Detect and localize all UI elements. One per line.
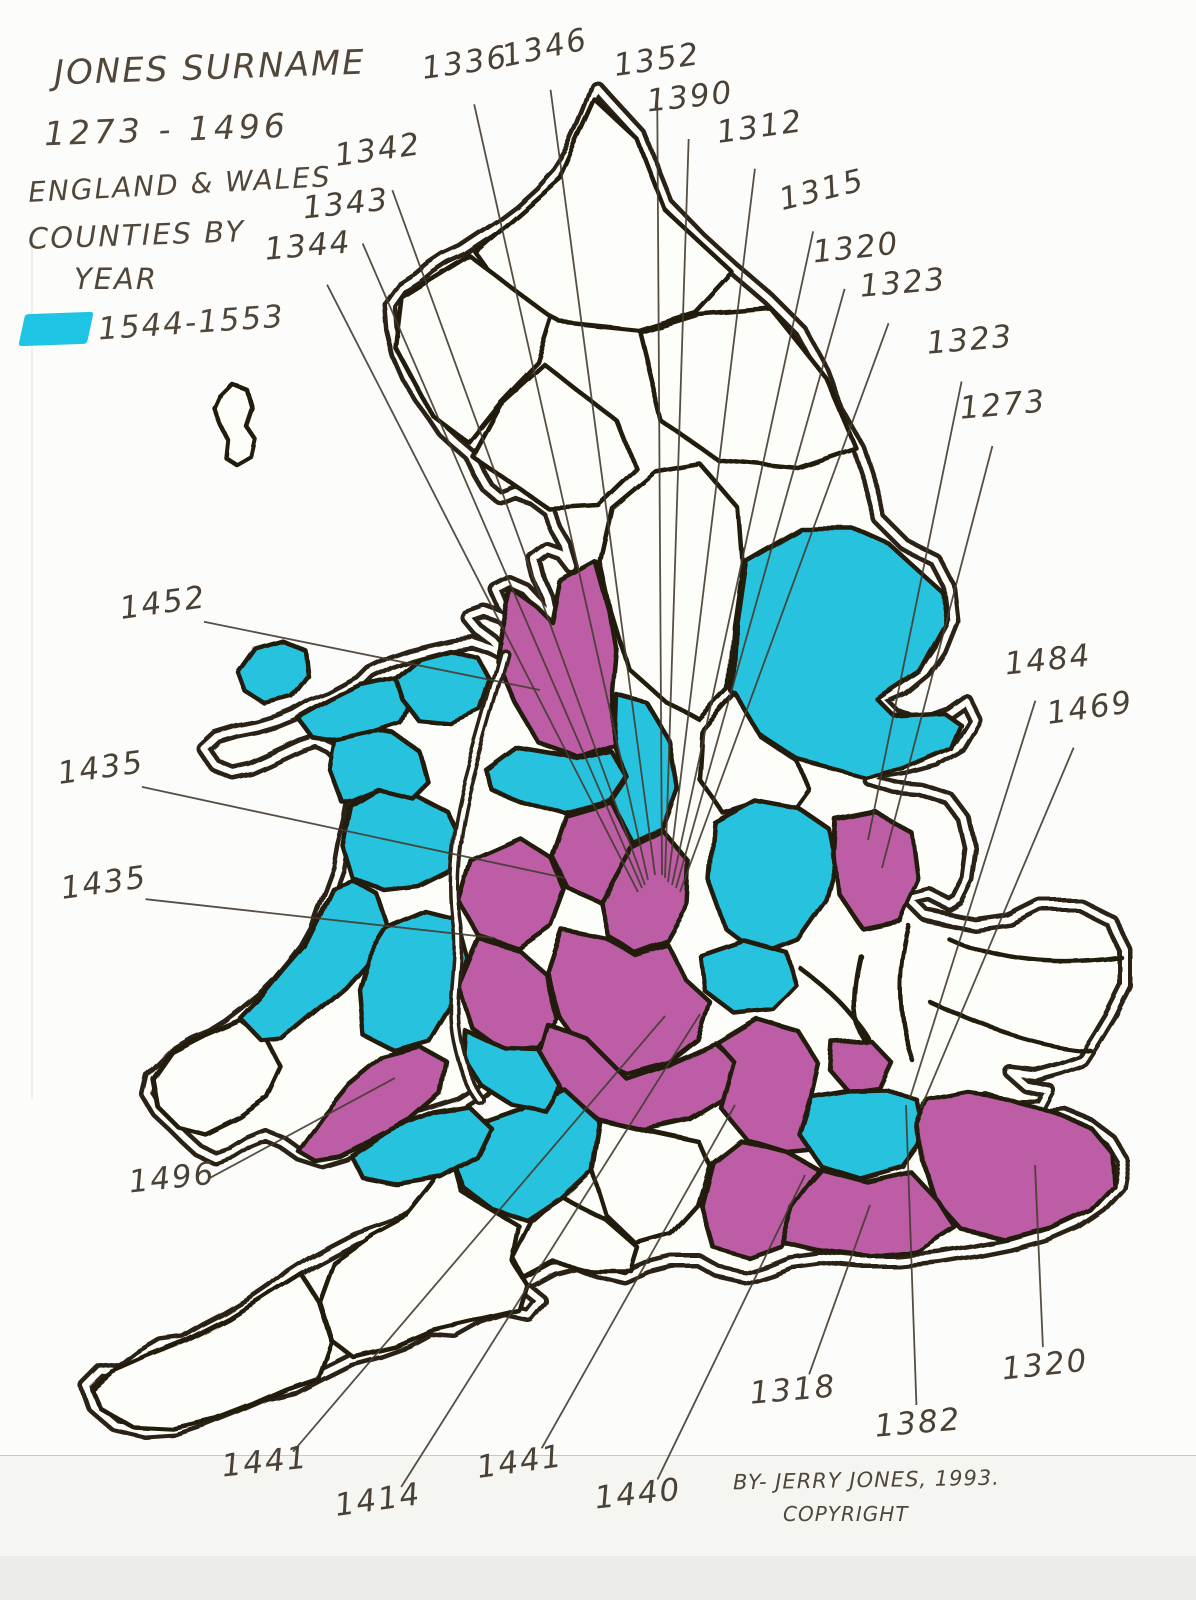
county-warwick <box>598 829 692 955</box>
leader-line <box>540 1104 736 1449</box>
year-label: 1382 <box>873 1401 963 1445</box>
legend-color-swatch <box>18 311 94 347</box>
county-brecon <box>355 908 470 1054</box>
leader-line <box>473 104 649 881</box>
county-devon <box>316 1153 530 1360</box>
county-leicester <box>706 797 839 958</box>
attribution-copyright: COPYRIGHT <box>783 1502 909 1526</box>
leader-line-layer <box>141 89 1075 1488</box>
leader-line <box>671 231 815 886</box>
county-westmorland <box>469 361 639 511</box>
leader-line <box>145 898 496 939</box>
leader-line <box>808 1204 871 1375</box>
county-cornwall <box>88 1271 334 1432</box>
leader-line <box>656 1174 806 1480</box>
county-durham <box>637 305 859 471</box>
leader-line <box>664 138 690 879</box>
year-label: 1273 <box>958 383 1048 427</box>
leader-line <box>549 89 656 876</box>
county-montgomery <box>339 785 464 894</box>
leader-line <box>326 284 639 893</box>
county-lancashire <box>495 559 619 760</box>
county-denbigh <box>392 647 494 727</box>
year-label: 1323 <box>858 261 948 305</box>
county-lincoln <box>831 809 921 931</box>
county-wiltshire <box>589 1117 712 1247</box>
title-year-word: YEAR <box>74 262 159 296</box>
year-label: 1318 <box>748 1368 838 1412</box>
leader-line <box>391 189 646 886</box>
leader-line <box>400 1013 701 1488</box>
scan-bottom-shadow <box>0 1556 1196 1600</box>
leader-line <box>679 322 890 893</box>
leader-line <box>675 288 846 889</box>
scan-left-streak <box>31 230 33 1100</box>
leader-line <box>909 700 1037 1099</box>
county-cardigan <box>237 877 390 1044</box>
county-caernarvon <box>295 675 414 744</box>
county-surrey <box>797 1087 929 1182</box>
leader-line <box>881 445 994 869</box>
leader-line <box>905 1104 918 1406</box>
leader-line <box>292 1015 666 1453</box>
leader-line <box>1034 1164 1044 1348</box>
leader-line <box>209 1077 396 1179</box>
year-label: 1323 <box>925 318 1015 362</box>
attribution-author: BY- JERRY JONES, 1993. <box>732 1465 1001 1495</box>
leader-line <box>361 243 643 889</box>
county-buckingham <box>697 938 800 1017</box>
leader-line <box>867 381 963 841</box>
county-shropshire <box>455 835 567 951</box>
leader-line <box>920 747 1075 1109</box>
wales-border-gap <box>452 652 507 1102</box>
county-pembroke <box>150 1017 284 1137</box>
county-layer <box>88 97 1116 1432</box>
county-hampshire <box>698 1137 822 1260</box>
county-merioneth <box>327 725 430 805</box>
eastern-county-borders <box>797 922 1125 1063</box>
county-glamorgan <box>349 1105 494 1187</box>
paper-edge-line <box>0 1455 1196 1456</box>
county-anglesey <box>235 637 311 707</box>
county-kent <box>915 1089 1116 1243</box>
year-label: 1344 <box>263 224 353 268</box>
leader-line <box>667 168 756 883</box>
county-carmarthen <box>295 1044 450 1164</box>
county-isle-of-man <box>211 381 259 469</box>
leader-line <box>203 620 541 691</box>
leader-line <box>141 786 566 879</box>
leader-line <box>656 101 663 876</box>
county-dorset <box>510 1193 641 1280</box>
